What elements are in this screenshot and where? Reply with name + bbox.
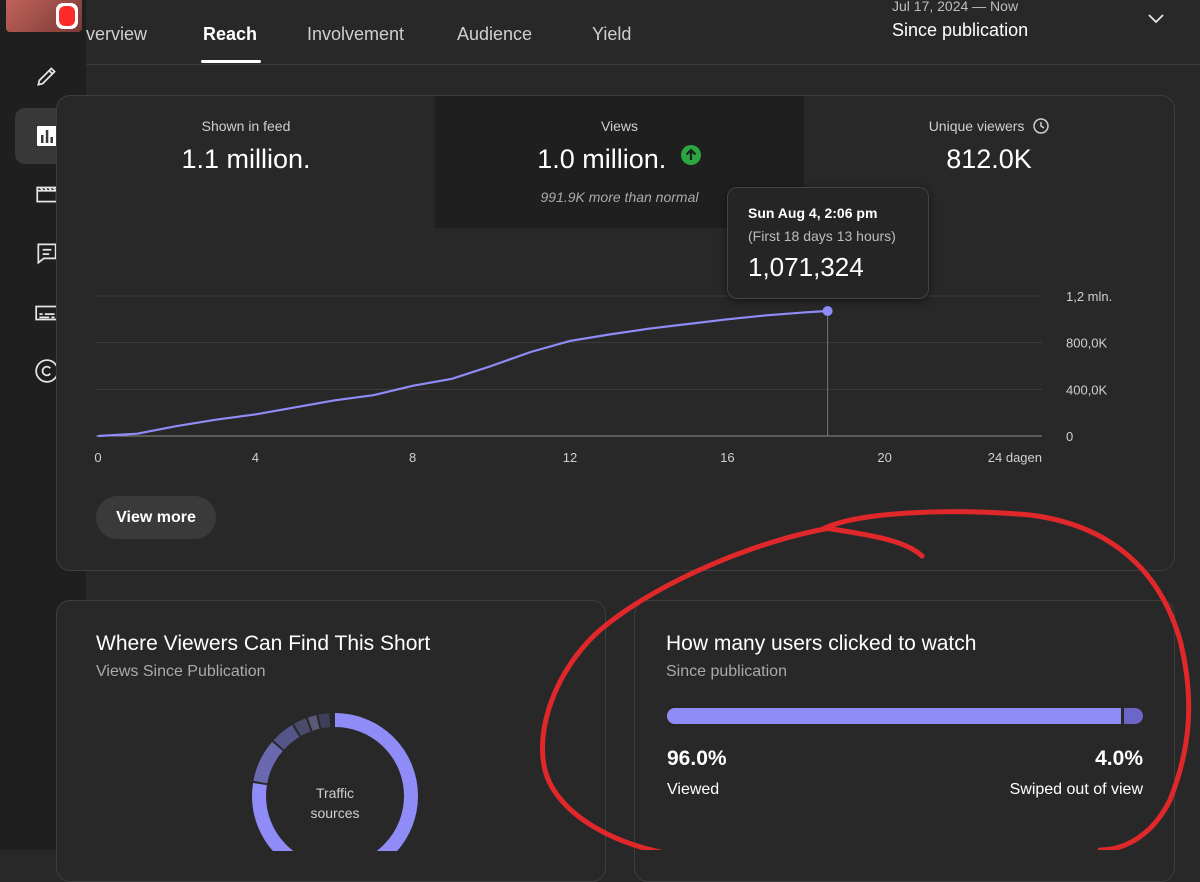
analytics-tab-bar: verview Reach Involvement Audience Yield… <box>86 0 1200 65</box>
chevron-down-icon[interactable] <box>1146 8 1166 28</box>
chart-tooltip: Sun Aug 4, 2:06 pm (First 18 days 13 hou… <box>727 187 929 299</box>
date-period-selector[interactable]: Since publication <box>892 20 1029 40</box>
metric-label: Views <box>600 118 639 134</box>
view-more-button[interactable]: View more <box>96 496 216 539</box>
date-range-text: Jul 17, 2024 — Now <box>892 0 1019 14</box>
reach-overview-card: Shown in feed 1.1 million. Views 1.0 mil… <box>56 95 1175 571</box>
metric-value: 1.0 million. <box>435 144 804 175</box>
comments-nav-button[interactable] <box>15 225 79 281</box>
metric-value-text: 1.0 million. <box>537 144 667 174</box>
viewed-bar-fill <box>667 708 1124 724</box>
active-tab-indicator <box>201 60 261 63</box>
swiped-percentage: 4.0% <box>1095 747 1143 770</box>
video-thumbnail[interactable] <box>6 0 82 32</box>
details-nav-button[interactable] <box>15 48 79 104</box>
metric-shown-in-feed[interactable]: Shown in feed 1.1 million. <box>57 96 435 228</box>
clicks-card-title: How many users clicked to watch <box>666 632 977 655</box>
viewed-vs-swiped-bar[interactable] <box>667 708 1143 724</box>
analytics-icon <box>37 126 57 146</box>
metric-label: Shown in feed <box>201 118 291 134</box>
tooltip-range: (First 18 days 13 hours) <box>748 228 896 244</box>
metric-value: 1.1 million. <box>181 144 311 174</box>
swiped-label: Swiped out of view <box>1009 781 1143 798</box>
metric-label: Unique viewers <box>804 118 1174 134</box>
metric-unique-viewers[interactable]: Unique viewers 812.0K <box>804 96 1174 228</box>
donut-center-label: Traffic sources <box>310 785 360 821</box>
clicks-card-subtitle: Since publication <box>666 663 787 680</box>
viewed-label: Viewed <box>667 781 720 798</box>
tab-audience[interactable]: Audience <box>457 24 533 44</box>
click-through-card: How many users clicked to watch Since pu… <box>634 600 1175 882</box>
traffic-card-subtitle: Views Since Publication <box>96 663 266 680</box>
traffic-sources-card: Where Viewers Can Find This Short Views … <box>56 600 606 882</box>
tab-involvement[interactable]: Involvement <box>307 24 405 44</box>
tab-yield[interactable]: Yield <box>592 24 632 44</box>
tab-overview[interactable]: verview <box>86 24 148 44</box>
traffic-card-title: Where Viewers Can Find This Short <box>96 632 431 655</box>
viewed-percentage: 96.0% <box>667 747 727 770</box>
tooltip-value: 1,071,324 <box>748 252 864 282</box>
pencil-icon <box>37 67 56 86</box>
tooltip-date: Sun Aug 4, 2:06 pm <box>748 205 878 221</box>
metric-value: 812.0K <box>946 144 1032 174</box>
traffic-sources-donut[interactable] <box>245 706 425 851</box>
comments-icon <box>37 243 57 265</box>
tab-reach[interactable]: Reach <box>203 24 258 44</box>
trend-up-icon <box>680 145 701 165</box>
metric-label-text: Unique viewers <box>928 118 1025 134</box>
shorts-logo-icon <box>56 3 78 29</box>
clock-icon[interactable] <box>1033 118 1050 134</box>
metric-comparison-note: 991.9K more than normal <box>540 189 699 205</box>
